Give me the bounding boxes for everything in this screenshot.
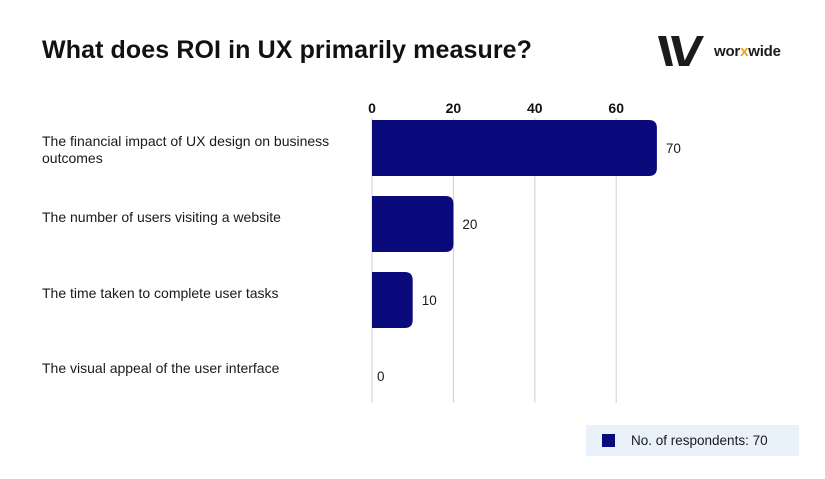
x-tick-label: 40 <box>527 100 543 116</box>
legend-label: No. of respondents: 70 <box>631 433 768 448</box>
logo-w-icon <box>658 36 704 66</box>
logo-wordmark: worxwide <box>714 42 781 60</box>
category-label: The number of users visiting a website <box>42 209 281 225</box>
x-tick-label: 60 <box>608 100 624 116</box>
bar <box>372 272 413 328</box>
legend: No. of respondents: 70 <box>586 425 799 456</box>
legend-swatch <box>602 434 615 447</box>
data-label: 0 <box>377 369 385 384</box>
data-label: 20 <box>462 217 477 232</box>
category-label: The financial impact of UX design on bus… <box>42 133 330 166</box>
chart-title: What does ROI in UX primarily measure? <box>42 36 533 64</box>
data-label: 70 <box>666 141 681 156</box>
category-label: The visual appeal of the user interface <box>42 360 280 376</box>
category-label: The time taken to complete user tasks <box>42 285 279 301</box>
bar <box>372 196 454 252</box>
x-tick-label: 20 <box>446 100 462 116</box>
brand-logo: worxwide <box>658 34 781 68</box>
x-tick-label: 0 <box>368 100 376 116</box>
data-label: 10 <box>422 293 437 308</box>
bar <box>372 120 657 176</box>
